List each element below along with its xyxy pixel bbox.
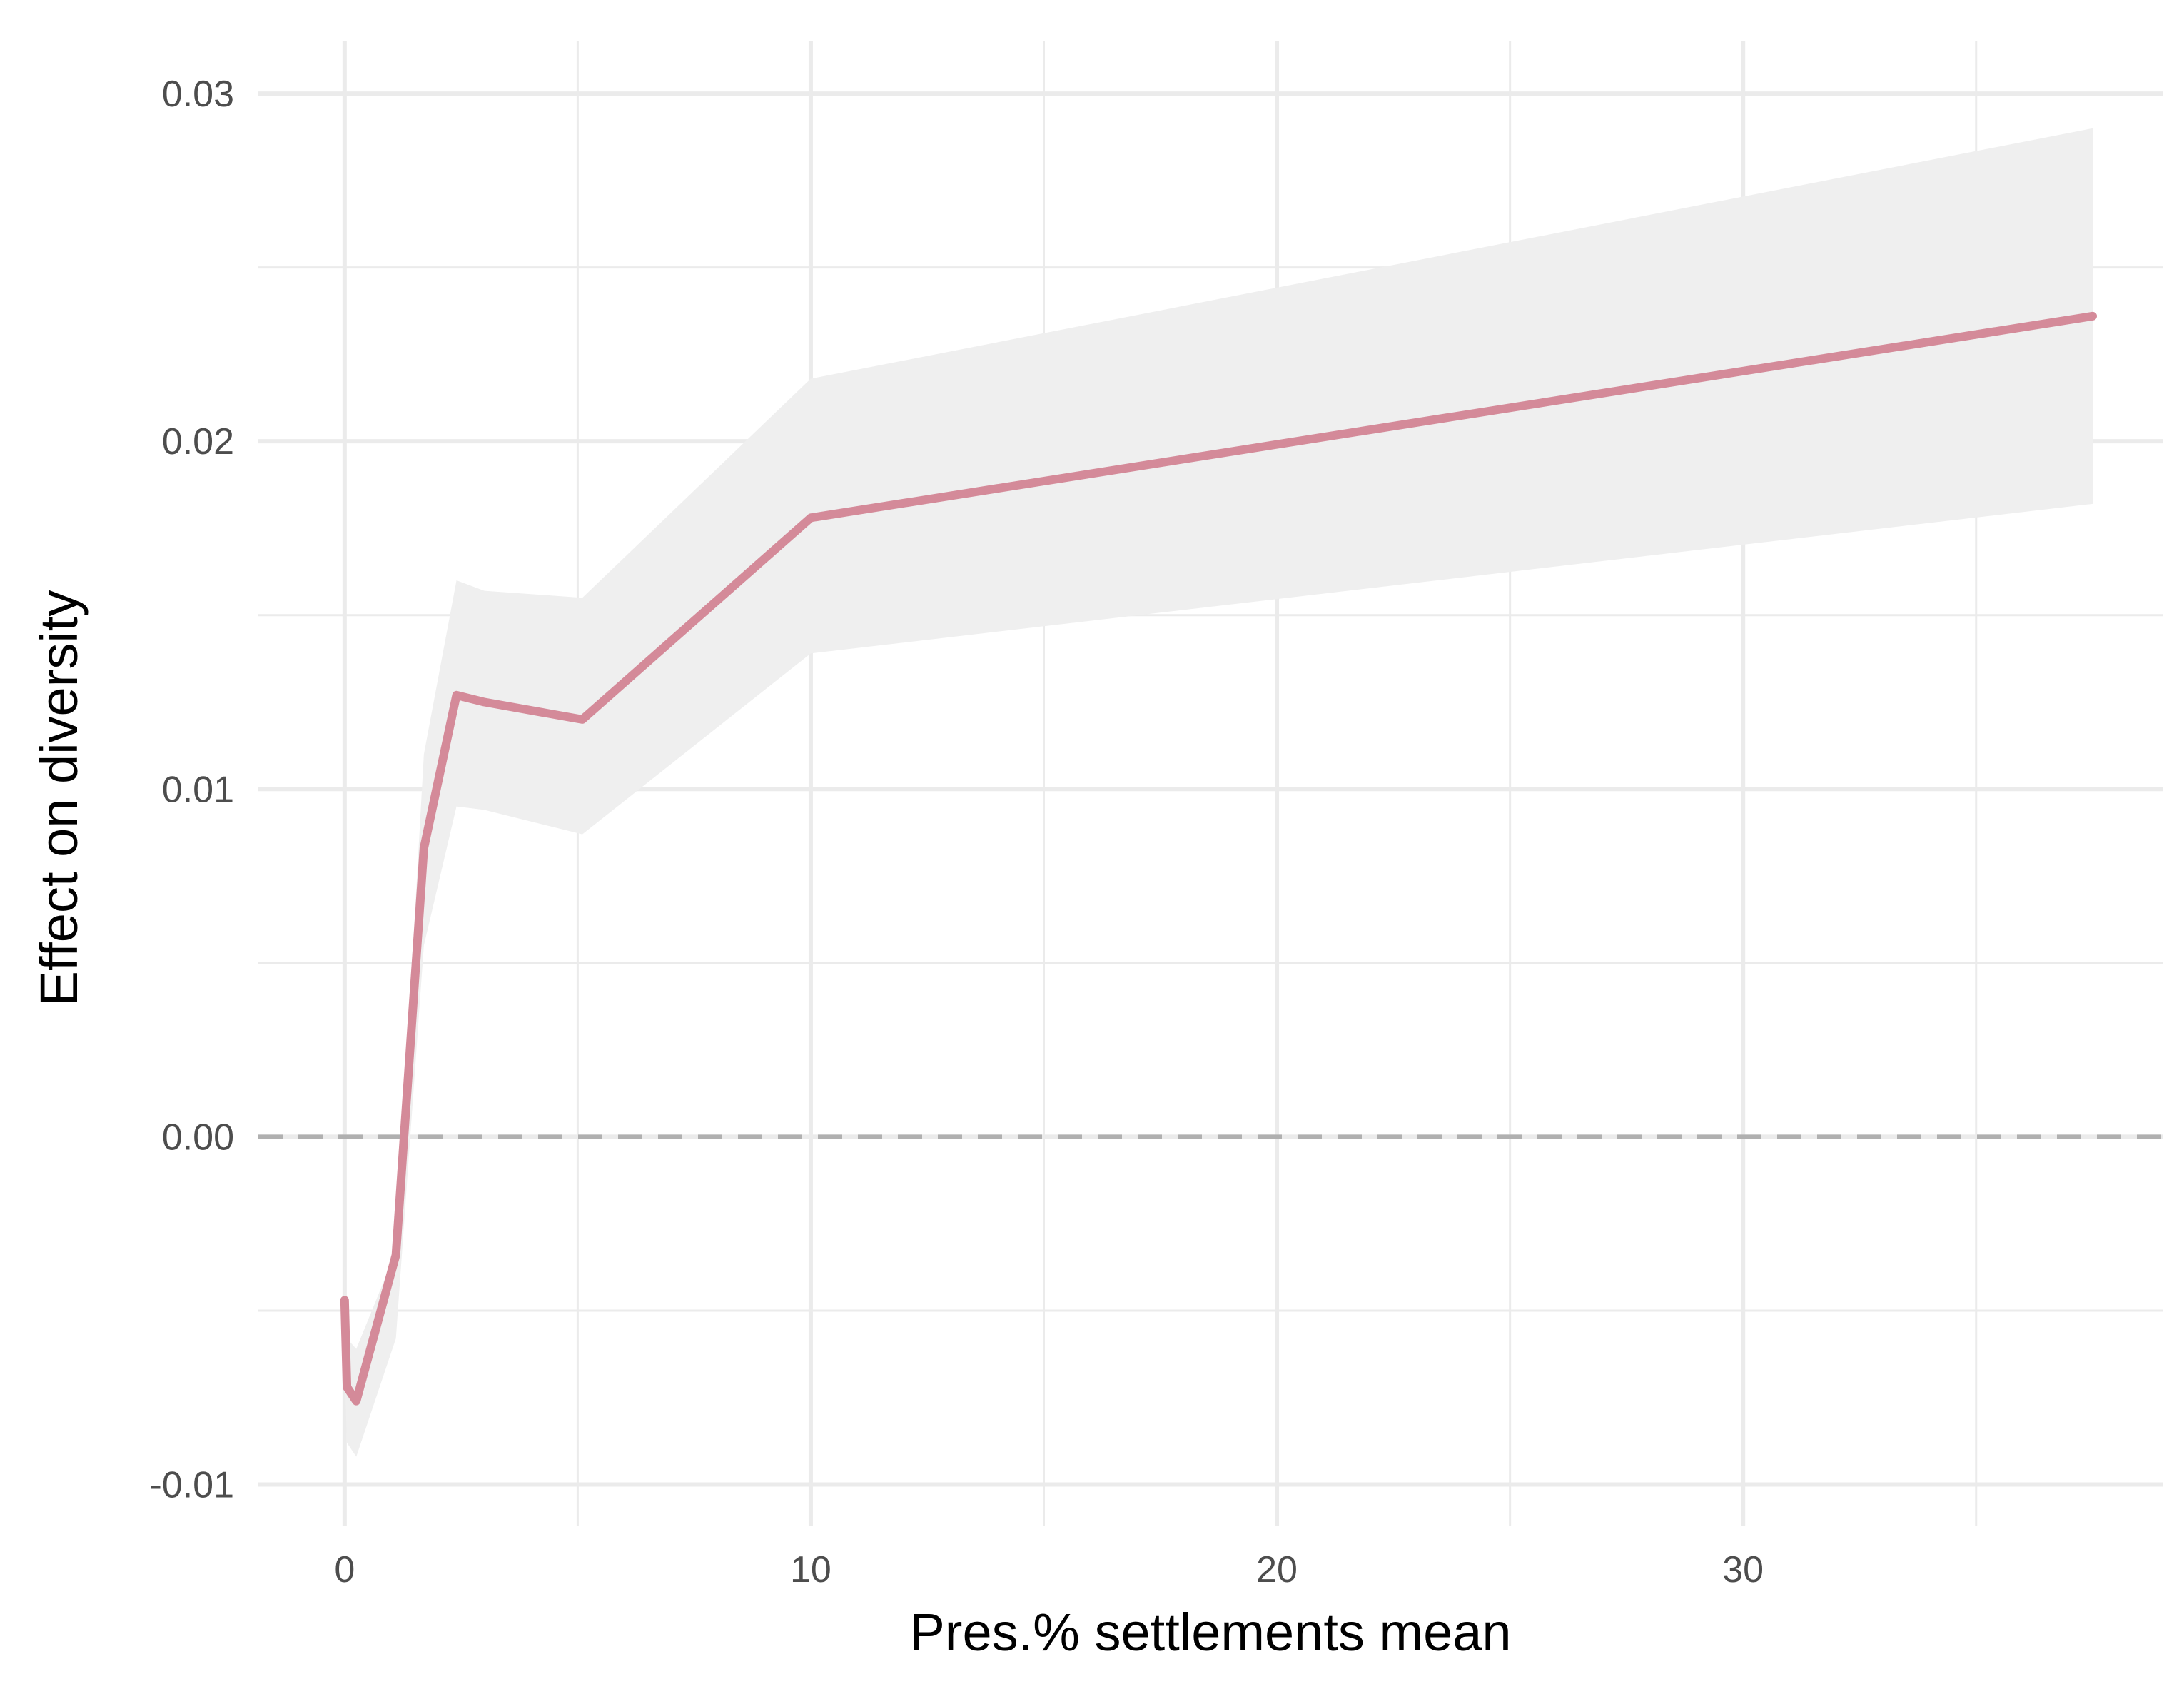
y-tick-label: 0.01: [162, 769, 234, 810]
y-tick-label: 0.02: [162, 421, 234, 463]
y-tick-label: -0.01: [149, 1465, 234, 1506]
confidence-bands: [344, 128, 2093, 1457]
x-tick-label: 0: [334, 1549, 355, 1590]
y-axis-title: Effect on diversity: [29, 590, 89, 1007]
series-lines: [340, 311, 2098, 1406]
y-tick-label: 0.00: [162, 1116, 234, 1158]
x-tick-label: 20: [1256, 1549, 1298, 1590]
y-tick-labels: -0.01 0.00 0.01 0.02 0.03: [149, 74, 234, 1506]
y-tick-label: 0.03: [162, 74, 234, 115]
x-axis-title: Pres.% settlements mean: [909, 1603, 1511, 1662]
x-tick-label: 10: [790, 1549, 831, 1590]
x-tick-labels: 0 10 20 30: [334, 1549, 1764, 1590]
confidence-band: [344, 128, 2093, 1457]
effect-line: [340, 311, 2098, 1406]
x-tick-label: 30: [1722, 1549, 1764, 1590]
